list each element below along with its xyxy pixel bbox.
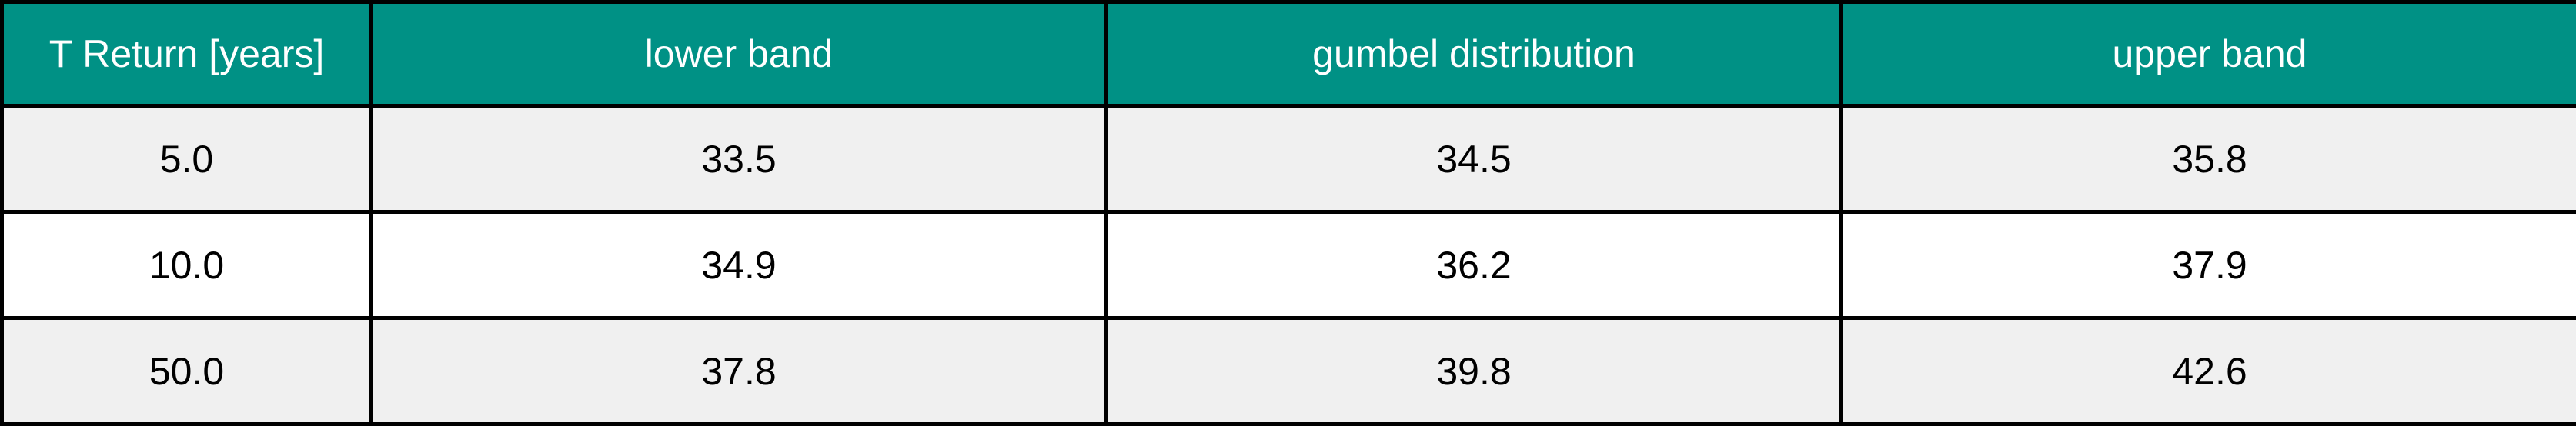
table-cell: 10.0 (2, 212, 372, 318)
header-row: T Return [years] lower band gumbel distr… (2, 2, 2576, 106)
table-cell: 5.0 (2, 106, 372, 212)
table-cell: 35.8 (1842, 106, 2576, 212)
table-cell: 36.2 (1107, 212, 1842, 318)
table-cell: 33.5 (372, 106, 1107, 212)
table-cell: 37.8 (372, 318, 1107, 424)
table-cell: 34.9 (372, 212, 1107, 318)
header-cell-upper-band: upper band (1842, 2, 2576, 106)
table-row: 5.0 33.5 34.5 35.8 (2, 106, 2576, 212)
header-cell-lower-band: lower band (372, 2, 1107, 106)
table-cell: 50.0 (2, 318, 372, 424)
table-row: 10.0 34.9 36.2 37.9 (2, 212, 2576, 318)
table-cell: 37.9 (1842, 212, 2576, 318)
table-row: 50.0 37.8 39.8 42.6 (2, 318, 2576, 424)
header-cell-return-period: T Return [years] (2, 2, 372, 106)
table-cell: 34.5 (1107, 106, 1842, 212)
header-cell-gumbel-distribution: gumbel distribution (1107, 2, 1842, 106)
table-cell: 42.6 (1842, 318, 2576, 424)
table-cell: 39.8 (1107, 318, 1842, 424)
